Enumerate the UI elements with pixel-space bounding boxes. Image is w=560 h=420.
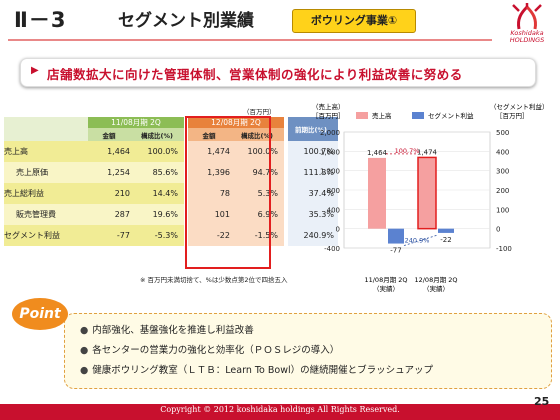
copyright: Copyright © 2012 koshidaka holdings All … (160, 405, 400, 414)
table-corner (4, 117, 88, 128)
legend-swatch-profit (412, 112, 424, 119)
profit-data-label: -22 (440, 236, 451, 244)
col-amount-2: 金額 (188, 128, 236, 141)
left-tick-label: 1,600 (320, 148, 340, 156)
koshidaka-logo: Koshidaka HOLDINGS (497, 3, 557, 47)
legend-label-profit: セグメント利益 (428, 111, 474, 120)
right-tick-label: 100 (496, 206, 509, 214)
yoy-header: 前期比(%) (288, 117, 338, 141)
left-tick-label: 0 (336, 226, 340, 234)
point-badge: Point (12, 298, 68, 330)
right-tick-label: 200 (496, 187, 509, 195)
sales-profit-chart: 2,000 500 1,600 400 1,200 300 800 200 400 100 0 0 -4… (312, 102, 549, 293)
right-tick-label: -100 (496, 245, 512, 253)
category-sublabel: （実績） (423, 284, 449, 293)
footer-bar (0, 404, 560, 420)
right-tick-label: 400 (496, 148, 509, 156)
profit-data-label: -77 (390, 247, 401, 255)
left-tick-label: 800 (327, 187, 340, 195)
headline-banner: ▶ 店舗数拡大に向けた管理体制、営業体制の強化により利益改善に努める (20, 58, 536, 87)
table-row: 売上総利益 210 14.4% 78 5.3% 37.4% (4, 183, 338, 204)
left-axis-title: （売上高） (312, 102, 345, 111)
right-axis-title: （セグメント利益） (490, 102, 549, 111)
table-row: セグメント利益 -77 -5.3% -22 -1.5% 240.9% (4, 225, 338, 246)
segment-badge: ボウリング事業① (292, 9, 416, 33)
sales-data-label: 1,464 (367, 149, 388, 157)
category-label: 12/08月期 2Q (414, 276, 457, 284)
table-row: 売上原価 1,254 85.6% 1,396 94.7% 111.3% (4, 162, 338, 183)
header-divider (8, 39, 492, 41)
sales-growth-label: 100.7% (395, 147, 420, 155)
left-tick-label: 400 (327, 206, 340, 214)
sales-bar (417, 156, 437, 230)
right-tick-label: 0 (496, 226, 500, 234)
left-axis-unit: ［百万円］ (312, 112, 345, 120)
right-tick-label: 500 (496, 129, 509, 137)
category-label: 11/08月期 2Q (364, 276, 407, 284)
profit-growth-arrow (403, 234, 439, 246)
table-note: ※ 百万円未満切捨て、%は少数点第2位で四捨五入 (140, 276, 288, 284)
col-ratio-2: 構成比(%) (236, 128, 284, 141)
page-title: セグメント別業績 (118, 11, 254, 31)
col-amount-1: 金額 (88, 128, 136, 141)
right-axis-unit: ［百万円］ (496, 112, 529, 120)
period2-header: 12/08月期 2Q (188, 117, 284, 128)
legend-swatch-sales (356, 112, 368, 119)
category-sublabel: （実績） (373, 284, 399, 293)
table-row: 販売管理費 287 19.6% 101 6.9% 35.3% (4, 204, 338, 225)
bullet-icon: ● (80, 345, 89, 356)
bullet-icon: ● (80, 365, 89, 376)
segment-results-table: 11/08月期 2Q 12/08月期 2Q 前期比(%) 金額 構成比(%) 金… (4, 117, 338, 246)
bullet-icon: ● (80, 325, 89, 336)
section-number: Ⅱ－3 (14, 8, 67, 32)
point-item: ● 健康ボウリング教室（ＬＴＢ：Learn To Bowl）の継続開催とブラッシュ… (80, 365, 433, 376)
profit-bar (438, 228, 454, 233)
point-item: ● 内部強化、基盤強化を推進し利益改善 (80, 325, 254, 336)
profit-bar (388, 228, 404, 244)
triangle-right-icon: ▶ (31, 65, 39, 76)
legend-label-sales: 売上高 (372, 111, 392, 120)
right-tick-label: 300 (496, 168, 509, 176)
sales-bar (368, 157, 386, 229)
sales-data-label: 1,474 (417, 148, 438, 156)
left-tick-label: 2,000 (320, 129, 340, 137)
left-tick-label: -400 (324, 245, 340, 253)
headline-text: 店舗数拡大に向けた管理体制、営業体制の強化により利益改善に努める (47, 67, 463, 82)
logo-text: Koshidaka HOLDINGS (509, 29, 545, 44)
profit-growth-label: 240.9% (405, 237, 430, 245)
table-row: 売上高 1,464 100.0% 1,474 100.0% 100.7% (4, 141, 338, 162)
table-unit: （百万円） (243, 108, 276, 116)
point-box (64, 313, 552, 389)
col-ratio-1: 構成比(%) (136, 128, 184, 141)
point-item: ● 各センターの営業力の強化と効率化（ＰＯＳレジの導入） (80, 345, 340, 356)
logo-mark-icon (512, 3, 542, 30)
period1-header: 11/08月期 2Q (88, 117, 184, 128)
page-number: 25 (534, 395, 550, 408)
left-tick-label: 1,200 (320, 168, 340, 176)
